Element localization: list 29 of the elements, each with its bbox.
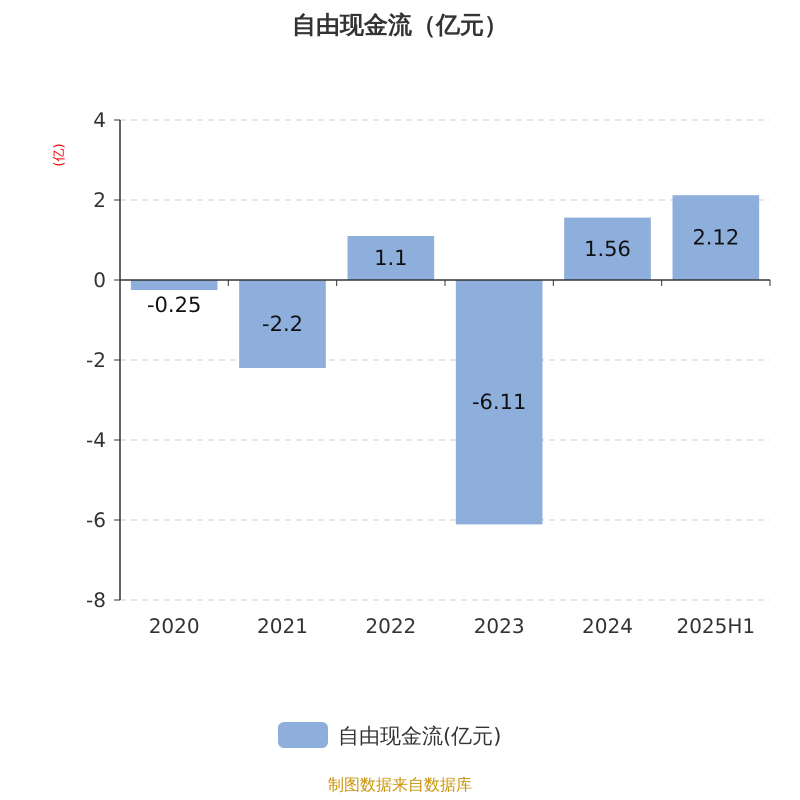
bar [564, 218, 651, 280]
bar [239, 280, 326, 368]
bar [348, 236, 434, 280]
data-label: 2.12 [692, 226, 740, 250]
y-tick-label: 2 [93, 188, 106, 212]
data-label: 1.56 [584, 236, 631, 261]
x-tick-label: 2020 [148, 614, 200, 638]
x-tick-label: 2021 [257, 614, 308, 638]
bar [456, 280, 542, 524]
chart-title: 自由现金流（亿元） [292, 11, 508, 39]
data-label: 1.1 [374, 246, 408, 270]
y-axis-title: (亿) [52, 143, 67, 167]
y-tick-label: -2 [86, 348, 106, 372]
y-tick-label: -4 [86, 428, 106, 452]
y-tick-label: -8 [86, 588, 106, 612]
bar [130, 280, 218, 290]
x-tick-label: 2022 [365, 614, 416, 638]
text: 制图数据来自数据库 [328, 775, 472, 794]
data-label: -6.11 [472, 390, 526, 414]
bar [672, 195, 760, 280]
y-tick-label: 4 [93, 108, 106, 132]
x-tick-label: 2024 [582, 614, 633, 638]
legend-label: 自由现金流(亿元) [338, 724, 502, 748]
x-tick-label: 2025H1 [676, 614, 756, 638]
y-tick-label: 0 [93, 268, 106, 292]
x-tick-label: 2023 [474, 614, 525, 638]
y-tick-label: -6 [86, 508, 106, 532]
data-label: -2.2 [262, 312, 303, 336]
data-label: -0.25 [146, 293, 202, 317]
